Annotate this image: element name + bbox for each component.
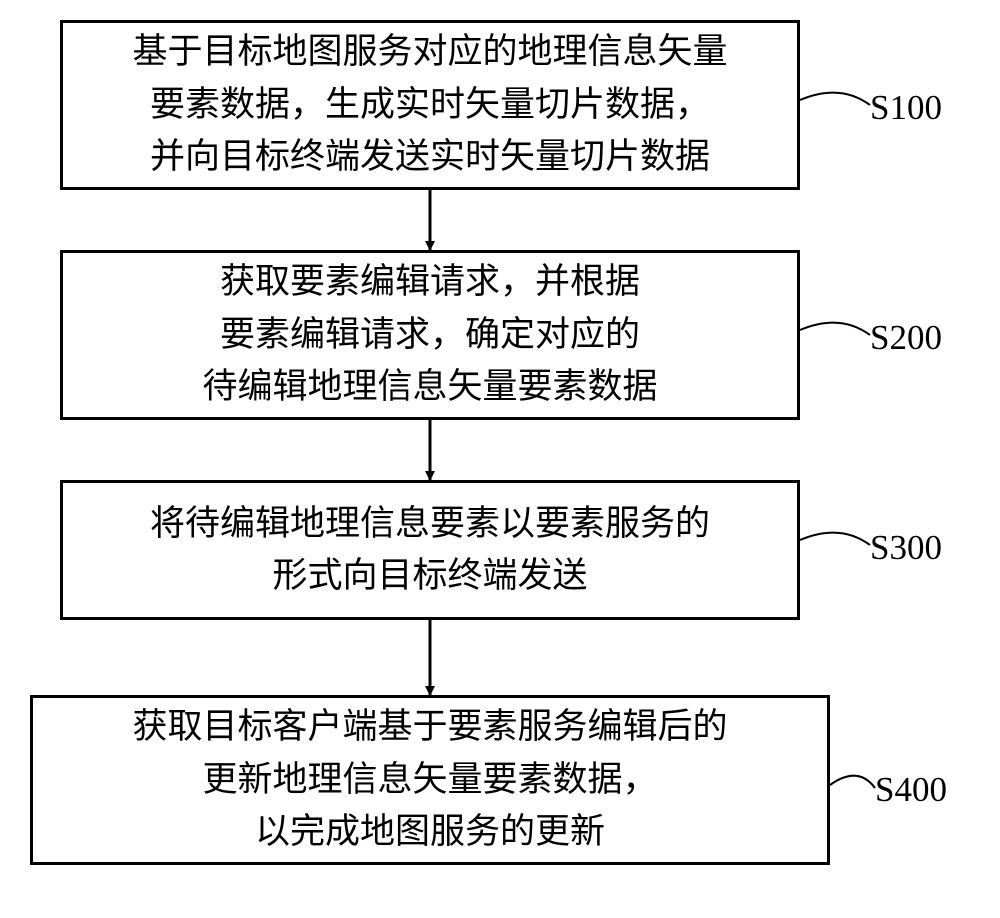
leader-s300 [800, 533, 870, 545]
step-label-s400: S400 [875, 770, 947, 810]
flow-node-text: 基于目标地图服务对应的地理信息矢量 要素数据，生成实时矢量切片数据， 并向目标终… [132, 26, 727, 184]
flow-node-s400: 获取目标客户端基于要素服务编辑后的 更新地理信息矢量要素数据， 以完成地图服务的… [30, 695, 830, 865]
flow-node-text: 获取目标客户端基于要素服务编辑后的 更新地理信息矢量要素数据， 以完成地图服务的… [132, 701, 727, 859]
leader-s400 [830, 776, 875, 788]
flow-node-text: 将待编辑地理信息要素以要素服务的 形式向目标终端发送 [150, 498, 710, 603]
leader-s100 [800, 93, 870, 105]
flow-node-s200: 获取要素编辑请求，并根据 要素编辑请求，确定对应的 待编辑地理信息矢量要素数据 [60, 250, 800, 420]
step-label-s200: S200 [870, 318, 942, 358]
flow-node-s300: 将待编辑地理信息要素以要素服务的 形式向目标终端发送 [60, 480, 800, 620]
flow-node-text: 获取要素编辑请求，并根据 要素编辑请求，确定对应的 待编辑地理信息矢量要素数据 [202, 256, 657, 414]
flowchart-canvas: 基于目标地图服务对应的地理信息矢量 要素数据，生成实时矢量切片数据， 并向目标终… [0, 0, 1000, 918]
flow-node-s100: 基于目标地图服务对应的地理信息矢量 要素数据，生成实时矢量切片数据， 并向目标终… [60, 20, 800, 190]
leader-s200 [800, 323, 870, 335]
step-label-s100: S100 [870, 88, 942, 128]
step-label-s300: S300 [870, 528, 942, 568]
